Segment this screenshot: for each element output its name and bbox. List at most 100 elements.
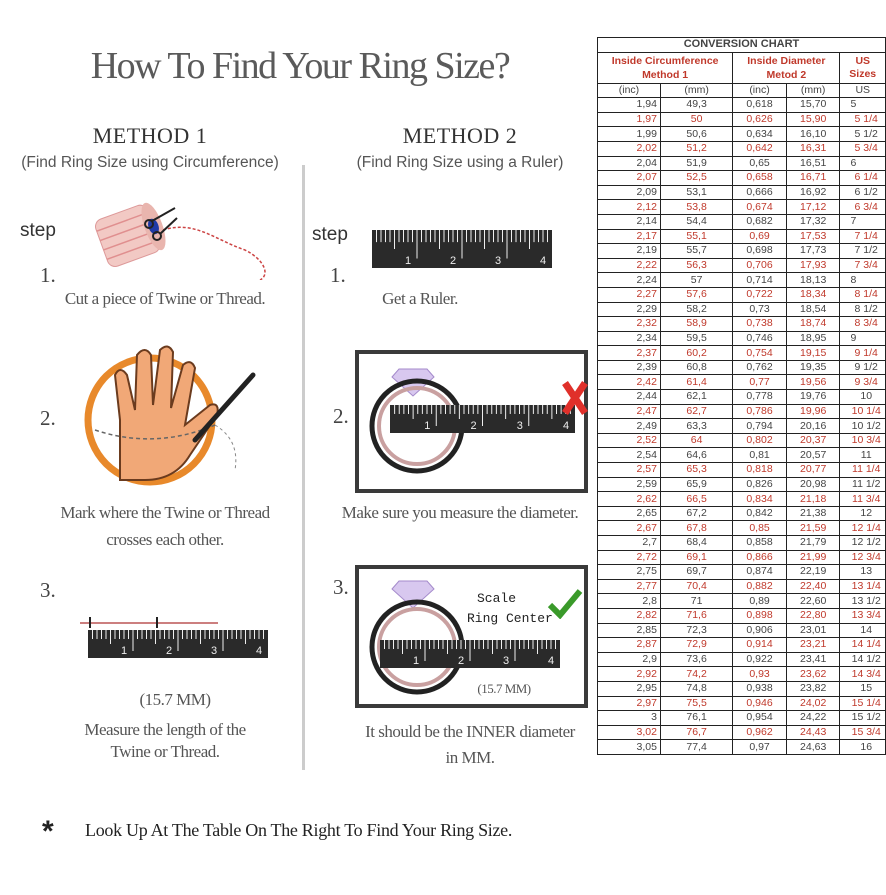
- thread-marked-line: [80, 617, 218, 628]
- cell-circumference-mm: 67,2: [659, 505, 734, 522]
- table-row: 2,19 55,7 0,698 17,73 7 1/2: [597, 243, 886, 259]
- cell-us-size: 16: [839, 739, 886, 755]
- cell-circumference-inch: 2,34: [597, 330, 661, 347]
- cell-us-size: 10 3/4: [839, 432, 886, 449]
- cell-diameter-inch: 0,65: [732, 155, 787, 172]
- ruler-graphic: [372, 230, 552, 268]
- cell-diameter-mm: 15,70: [785, 97, 841, 113]
- cell-diameter-mm: 23,62: [785, 666, 841, 682]
- table-row: 2,62 66,5 0,834 21,18 11 3/4: [597, 491, 886, 507]
- cell-circumference-inch: 2,87: [597, 637, 661, 653]
- method-divider: [302, 165, 305, 770]
- cell-diameter-mm: 16,92: [785, 184, 841, 201]
- cell-us-size: 7: [839, 213, 886, 230]
- cell-circumference-mm: 60,8: [659, 359, 734, 376]
- cell-circumference-inch: 1,94: [597, 97, 661, 113]
- cell-diameter-mm: 21,38: [785, 505, 841, 522]
- cell-circumference-mm: 74,2: [659, 666, 734, 682]
- method1-step2-number: 2.: [40, 406, 56, 430]
- cell-us-size: 5 1/4: [839, 111, 886, 128]
- ruler-graphic: [390, 405, 575, 433]
- cell-diameter-inch: 0,738: [732, 316, 787, 332]
- method2-step1-text: Get a Ruler.: [382, 289, 458, 308]
- cell-diameter-inch: 0,794: [732, 418, 787, 434]
- cell-circumference-inch: 2,72: [597, 549, 661, 566]
- footer-note: Look Up At The Table On The Right To Fin…: [85, 820, 513, 840]
- cell-circumference-inch: 2,59: [597, 476, 661, 493]
- table-row: 3,02 76,7 0,962 24,43 15 3/4: [597, 724, 886, 741]
- unit-header: (inc): [597, 82, 661, 99]
- cell-us-size: 14 1/4: [839, 637, 886, 653]
- cell-circumference-inch: 2,04: [597, 155, 661, 172]
- ruler-number: 1: [413, 655, 420, 667]
- cell-circumference-inch: 2,12: [597, 199, 661, 215]
- cell-circumference-mm: 68,4: [659, 535, 734, 551]
- cell-circumference-inch: 2,24: [597, 272, 661, 288]
- cell-diameter-inch: 0,842: [732, 505, 787, 522]
- twine-scissors-icon: [95, 202, 266, 280]
- table-row: 2,95 74,8 0,938 23,82 15: [597, 680, 886, 697]
- table-row: 1,94 49,3 0,618 15,70 5: [597, 97, 886, 113]
- cell-diameter-inch: 0,826: [732, 476, 787, 493]
- cell-diameter-mm: 20,16: [785, 418, 841, 434]
- cell-circumference-mm: 60,2: [659, 345, 734, 361]
- cell-diameter-mm: 16,31: [785, 140, 841, 157]
- table-row: 2,92 74,2 0,93 23,62 14 3/4: [597, 666, 886, 682]
- cell-us-size: 12 1/2: [839, 535, 886, 551]
- cell-diameter-inch: 0,618: [732, 97, 787, 113]
- cell-us-size: 9 1/2: [839, 359, 886, 376]
- cell-diameter-inch: 0,954: [732, 710, 787, 726]
- cell-diameter-mm: 22,19: [785, 564, 841, 580]
- cell-circumference-mm: 53,1: [659, 184, 734, 201]
- cell-diameter-inch: 0,858: [732, 535, 787, 551]
- cell-circumference-inch: 2,19: [597, 243, 661, 259]
- cell-diameter-mm: 18,74: [785, 316, 841, 332]
- ruler-graphic: [380, 640, 560, 668]
- cell-diameter-inch: 0,778: [732, 389, 787, 405]
- cell-diameter-inch: 0,946: [732, 695, 787, 712]
- cell-diameter-mm: 20,57: [785, 447, 841, 464]
- cell-circumference-inch: 2,02: [597, 140, 661, 157]
- header-us-sizes: US Sizes: [839, 51, 886, 84]
- cell-diameter-mm: 24,63: [785, 739, 841, 755]
- conversion-chart-table: CONVERSION CHART Inside Circumference Me…: [596, 37, 886, 755]
- cell-us-size: 7 1/2: [839, 243, 886, 259]
- cell-diameter-inch: 0,89: [732, 593, 787, 609]
- cell-diameter-mm: 18,34: [785, 286, 841, 303]
- cell-circumference-mm: 62,7: [659, 403, 734, 420]
- cell-us-size: 7 1/4: [839, 228, 886, 245]
- cell-diameter-mm: 18,95: [785, 330, 841, 347]
- method1-heading: METHOD 1: [92, 123, 208, 148]
- cell-circumference-mm: 55,1: [659, 228, 734, 245]
- cell-diameter-inch: 0,97: [732, 739, 787, 755]
- cell-circumference-inch: 2,32: [597, 316, 661, 332]
- cell-circumference-mm: 74,8: [659, 680, 734, 697]
- cell-circumference-inch: 2,42: [597, 374, 661, 391]
- cell-circumference-inch: 2,95: [597, 680, 661, 697]
- cell-diameter-inch: 0,962: [732, 724, 787, 741]
- table-row: 2,82 71,6 0,898 22,80 13 3/4: [597, 607, 886, 624]
- cell-circumference-inch: 2,97: [597, 695, 661, 712]
- cell-circumference-inch: 3,02: [597, 724, 661, 741]
- cell-diameter-mm: 20,98: [785, 476, 841, 493]
- method2-step3-number: 3.: [333, 575, 349, 599]
- table-title: CONVERSION CHART: [597, 37, 886, 53]
- cell-circumference-inch: 2,75: [597, 564, 661, 580]
- cell-circumference-inch: 1,99: [597, 126, 661, 142]
- cell-circumference-mm: 52,5: [659, 170, 734, 186]
- table-row: 2,52 64 0,802 20,37 10 3/4: [597, 432, 886, 449]
- cell-us-size: 5: [839, 97, 886, 113]
- cell-us-size: 9 3/4: [839, 374, 886, 391]
- cell-diameter-inch: 0,906: [732, 622, 787, 639]
- step-label: step: [20, 220, 56, 241]
- cell-circumference-mm: 51,9: [659, 155, 734, 172]
- cell-diameter-inch: 0,642: [732, 140, 787, 157]
- cell-us-size: 15 1/2: [839, 710, 886, 726]
- cell-diameter-inch: 0,882: [732, 578, 787, 595]
- cell-diameter-mm: 24,43: [785, 724, 841, 741]
- method2-heading: METHOD 2: [402, 123, 518, 148]
- cell-diameter-inch: 0,754: [732, 345, 787, 361]
- cell-diameter-mm: 21,59: [785, 520, 841, 536]
- method1-step3-text-line1: Measure the length of the: [84, 720, 246, 739]
- table-row: 2,54 64,6 0,81 20,57 11: [597, 447, 886, 464]
